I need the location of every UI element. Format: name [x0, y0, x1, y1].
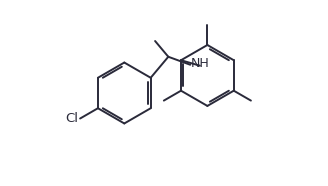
Text: NH: NH	[191, 57, 210, 70]
Text: Cl: Cl	[66, 112, 79, 125]
